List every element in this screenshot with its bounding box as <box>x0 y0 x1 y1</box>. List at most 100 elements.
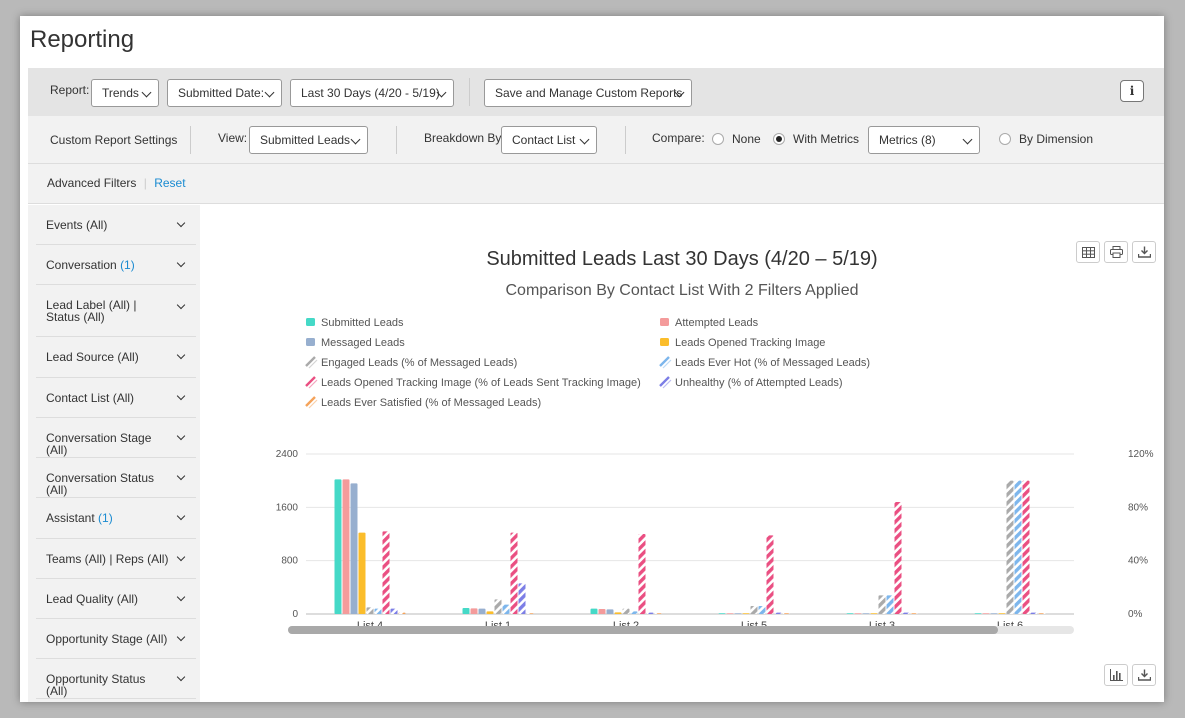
chart-bar <box>350 483 358 614</box>
legend-item[interactable]: Leads Opened Tracking Image <box>660 337 825 349</box>
compare-with-metrics-radio[interactable] <box>773 133 785 145</box>
filter-item[interactable]: Teams (All) | Reps (All) <box>36 539 196 579</box>
filter-item[interactable]: Opportunity Stage (All) <box>36 619 196 659</box>
legend-swatch <box>662 359 672 369</box>
breakdown-value: Contact List <box>512 133 576 147</box>
chart-bar <box>606 609 614 614</box>
filter-item[interactable]: Opportunity Status (All) <box>36 659 196 699</box>
chart-bar <box>990 613 998 614</box>
report-type-value: Trends <box>102 86 139 100</box>
filter-item[interactable]: Lead Label (All) | Status (All) <box>36 285 196 337</box>
breakdown-dropdown[interactable]: Contact List <box>501 126 597 154</box>
chart-bar <box>630 611 638 614</box>
download-button[interactable] <box>1132 241 1156 263</box>
chart-bar <box>974 613 982 614</box>
table-icon <box>1081 246 1095 258</box>
filter-item-label: Conversation Stage (All) <box>46 431 152 457</box>
filter-item-label: Lead Label (All) | Status (All) <box>46 298 137 324</box>
legend-item[interactable]: Attempted Leads <box>660 317 759 329</box>
chart-bar <box>590 608 598 614</box>
filter-item-label-group: Lead Label (All) | Status (All) <box>46 299 170 323</box>
view-label: View: <box>218 131 248 145</box>
info-button[interactable]: i <box>1120 80 1144 102</box>
chart-bar <box>742 613 750 614</box>
export-button[interactable] <box>1132 664 1156 686</box>
chevron-down-icon <box>176 350 186 360</box>
filters-separator: | <box>143 176 147 190</box>
compare-none-radio[interactable] <box>712 133 724 145</box>
advanced-filters-row: Advanced Filters | Reset <box>47 176 186 190</box>
legend-swatch <box>659 356 670 367</box>
legend-item[interactable]: Submitted Leads <box>306 317 404 329</box>
report-toolbar: Report: Trends Submitted Date: Last 30 D… <box>28 68 1164 116</box>
filter-item-label: Teams (All) | Reps (All) <box>46 552 169 566</box>
chevron-down-icon <box>176 471 186 481</box>
filter-item[interactable]: Events (All) <box>36 205 196 245</box>
app-window: Reporting Report: Trends Submitted Date:… <box>20 16 1164 702</box>
filter-item-label: Opportunity Status (All) <box>46 672 146 698</box>
filter-item[interactable]: Lead Source (All) <box>36 337 196 378</box>
chevron-down-icon <box>176 511 186 521</box>
compare-none-label: None <box>732 132 761 146</box>
y-left-tick-label: 2400 <box>276 449 299 460</box>
legend-item[interactable]: Engaged Leads (% of Messaged Leads) <box>305 356 517 369</box>
filter-item[interactable]: Conversation (1) <box>36 245 196 285</box>
legend-swatch <box>306 338 315 346</box>
chart-bar <box>462 608 470 614</box>
table-view-button[interactable] <box>1076 241 1100 263</box>
filter-sidebar: Events (All) Conversation (1) Lead Label (… <box>28 205 200 702</box>
chevron-down-icon <box>176 592 186 602</box>
toolbar-divider <box>469 78 470 106</box>
legend-item[interactable]: Leads Ever Satisfied (% of Messaged Lead… <box>305 396 541 409</box>
chart-bar <box>502 604 510 614</box>
date-field-value: Submitted Date: <box>178 86 265 100</box>
metrics-dropdown[interactable]: Metrics (8) <box>868 126 980 154</box>
legend-swatch <box>306 318 315 326</box>
filter-item[interactable]: Conversation Stage (All) <box>36 418 196 458</box>
chart-bar <box>470 608 478 614</box>
legend-item[interactable]: Messaged Leads <box>306 337 405 349</box>
y-right-tick-label: 120% <box>1128 449 1154 460</box>
print-button[interactable] <box>1104 241 1128 263</box>
filter-item[interactable]: Assistant (1) <box>36 498 196 539</box>
filter-item[interactable]: Contact List (All) <box>36 378 196 418</box>
date-field-dropdown[interactable]: Submitted Date: <box>167 79 282 107</box>
chevron-down-icon <box>350 134 361 145</box>
legend-label: Unhealthy (% of Attempted Leads) <box>675 377 843 389</box>
filter-item[interactable]: Lead Quality (All) <box>36 579 196 619</box>
chevron-down-icon <box>264 87 275 98</box>
chart-title: Submitted Leads Last 30 Days (4/20 – 5/1… <box>486 248 878 270</box>
chart-bar <box>366 607 374 614</box>
filter-item-label-group: Teams (All) | Reps (All) <box>46 553 170 565</box>
custom-reports-dropdown[interactable]: Save and Manage Custom Reports <box>484 79 692 107</box>
filter-item-label: Assistant <box>46 511 95 525</box>
bar-chart-icon <box>1109 669 1123 681</box>
legend-item[interactable]: Unhealthy (% of Attempted Leads) <box>659 376 843 389</box>
filter-item-label-group: Opportunity Stage (All) <box>46 633 170 645</box>
view-dropdown[interactable]: Submitted Leads <box>249 126 368 154</box>
filter-item[interactable]: Conversation Status (All) <box>36 458 196 498</box>
legend-item[interactable]: Leads Opened Tracking Image (% of Leads … <box>305 376 641 389</box>
report-type-dropdown[interactable]: Trends <box>91 79 159 107</box>
chart-bar <box>358 532 366 614</box>
compare-by-dimension-radio[interactable] <box>999 133 1011 145</box>
chevron-down-icon <box>176 218 186 228</box>
date-range-dropdown[interactable]: Last 30 Days (4/20 - 5/19) <box>290 79 454 107</box>
legend-label: Engaged Leads (% of Messaged Leads) <box>321 357 517 369</box>
page-title: Reporting <box>30 26 135 53</box>
filter-item-label-group: Assistant (1) <box>46 512 170 524</box>
filter-item-label: Opportunity Stage (All) <box>46 632 168 646</box>
settings-divider <box>625 126 626 154</box>
chart-bar <box>982 613 990 614</box>
reset-filters-link[interactable]: Reset <box>154 176 186 190</box>
chart-view-button[interactable] <box>1104 664 1128 686</box>
legend-swatch <box>308 359 318 369</box>
legend-item[interactable]: Leads Ever Hot (% of Messaged Leads) <box>659 356 870 369</box>
filter-item-label-group: Events (All) <box>46 219 170 231</box>
chart-bar <box>390 608 398 614</box>
scrollbar-thumb[interactable] <box>288 626 998 634</box>
chart-bar <box>870 613 878 614</box>
filter-item-count: (1) <box>98 511 113 525</box>
chart-bar <box>382 531 390 614</box>
settings-divider <box>190 126 191 154</box>
